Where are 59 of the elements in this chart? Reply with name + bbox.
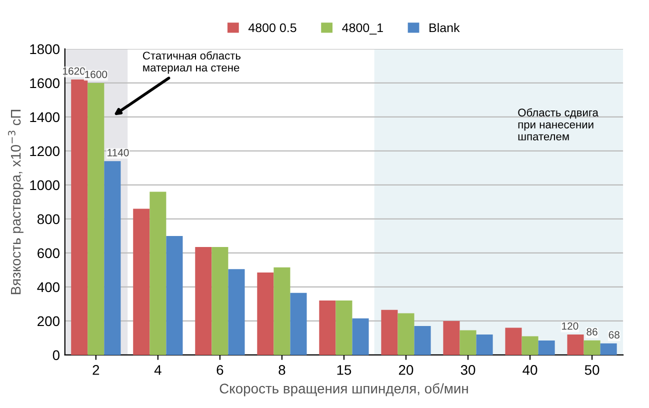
bar <box>398 313 414 355</box>
bar <box>319 300 336 355</box>
legend-label: Blank <box>430 23 460 32</box>
bar <box>274 267 290 355</box>
y-tick-label: 1200 <box>30 146 60 156</box>
data-label: 68 <box>608 331 620 339</box>
y-tick-label: 1600 <box>30 78 60 88</box>
bar <box>71 80 88 355</box>
bar <box>228 269 245 355</box>
legend-label: 4800_1 <box>342 23 383 35</box>
band-label: Область сдвига при нанесении шпателем <box>518 108 598 140</box>
bar <box>150 192 166 355</box>
x-tick-label: 50 <box>584 365 600 375</box>
bar <box>195 247 212 355</box>
y-tick-label: 200 <box>38 316 60 326</box>
bar <box>476 334 493 355</box>
y-tick-label: 600 <box>38 248 60 258</box>
data-label: 86 <box>586 328 598 336</box>
bar <box>212 247 228 355</box>
x-tick-label: 40 <box>522 365 538 375</box>
x-tick-label: 30 <box>460 365 476 375</box>
y-tick-label: 1000 <box>30 180 60 190</box>
bar <box>600 343 617 355</box>
y-axis-title: Вязкость раствора, x10$^{−3}$ сП <box>8 110 24 294</box>
bar <box>133 208 150 355</box>
y-tick-label: 1800 <box>30 44 60 54</box>
bar <box>538 340 555 355</box>
y-tick-label: 400 <box>37 282 60 292</box>
bar <box>88 82 104 355</box>
y-tick-label: 0 <box>52 350 60 360</box>
bar <box>352 318 369 355</box>
bar <box>567 334 584 355</box>
bar <box>505 328 522 355</box>
data-label: 1600 <box>85 70 108 78</box>
bar <box>104 161 121 355</box>
bar <box>584 340 600 355</box>
data-label: 1140 <box>108 148 129 156</box>
bar <box>460 330 476 355</box>
legend-label: 4800 0.5 <box>248 23 296 32</box>
bar <box>290 292 307 355</box>
x-tick-label: 8 <box>278 365 286 375</box>
bar <box>381 310 398 355</box>
x-tick-label: 20 <box>398 365 414 375</box>
data-label: 1620 <box>63 67 85 75</box>
x-tick-label: 6 <box>216 365 224 375</box>
bar <box>166 236 183 355</box>
y-tick-label: 1400 <box>30 112 60 122</box>
x-tick-label: 2 <box>92 365 100 375</box>
x-tick-label: 4 <box>154 365 162 375</box>
bar <box>257 272 274 355</box>
bar <box>414 326 431 355</box>
x-tick-label: 15 <box>337 365 352 375</box>
band-label: Статичная область материал на стене <box>142 51 241 74</box>
bar <box>522 336 538 355</box>
bar <box>336 300 352 355</box>
y-tick-label: 800 <box>37 214 60 224</box>
data-label: 120 <box>562 322 578 330</box>
bar <box>443 320 460 355</box>
x-axis-title: Скорость вращения шпинделя, об/мин <box>220 383 468 396</box>
